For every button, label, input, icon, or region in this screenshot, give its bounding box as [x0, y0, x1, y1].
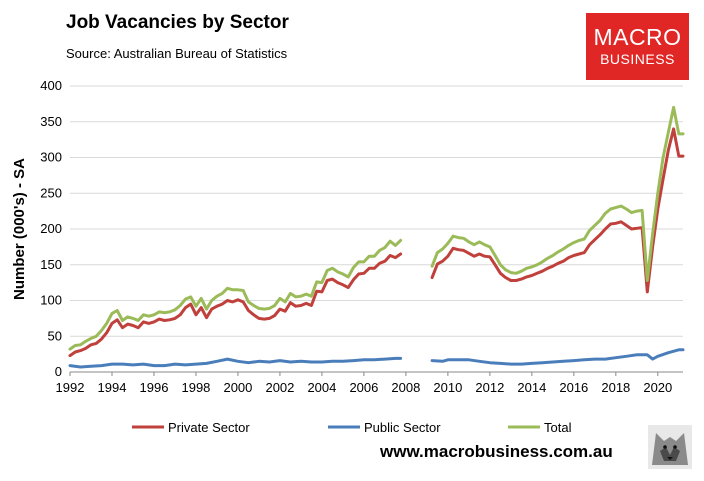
series-line-total [68, 238, 403, 351]
legend-label-private-sector: Private Sector [168, 420, 250, 435]
x-tick-label: 2012 [475, 380, 504, 395]
macrobusiness-logo: MACRO BUSINESS [586, 13, 689, 80]
x-tick-label: 2010 [433, 380, 462, 395]
x-tick-label: 2014 [517, 380, 546, 395]
x-tick-label: 2020 [643, 380, 672, 395]
y-tick-label: 250 [40, 185, 62, 200]
y-tick-label: 0 [55, 364, 62, 379]
x-tick-label: 2008 [391, 380, 420, 395]
x-tick-label: 2016 [559, 380, 588, 395]
y-tick-label: 400 [40, 78, 62, 93]
x-tick-label: 2018 [601, 380, 630, 395]
series-line-public-sector [430, 348, 685, 366]
x-tick-label: 1998 [181, 380, 210, 395]
series-line-private-sector [68, 252, 403, 358]
x-tick-label: 2002 [265, 380, 294, 395]
series-line-public-sector [68, 356, 403, 369]
logo-text-business: BUSINESS [600, 51, 675, 67]
x-tick-label: 1994 [98, 380, 127, 395]
y-tick-label: 200 [40, 221, 62, 236]
series-line-total [430, 105, 685, 282]
x-tick-label: 2006 [349, 380, 378, 395]
logo-text-macro: MACRO [593, 24, 682, 50]
y-tick-label: 150 [40, 257, 62, 272]
legend-label-total: Total [544, 420, 572, 435]
chart-title: Job Vacancies by Sector [66, 12, 289, 33]
x-tick-label: 1992 [56, 380, 85, 395]
y-tick-label: 50 [48, 328, 62, 343]
job-vacancies-chart: 0 50 100 150 200 250 300 350 400 1992 1994 1996 1998… [11, 78, 685, 435]
y-tick-label: 100 [40, 293, 62, 308]
wolf-logo-icon [648, 425, 692, 469]
x-tick-label: 1996 [140, 380, 169, 395]
legend-label-public-sector: Public Sector [364, 420, 441, 435]
chart-source: Source: Australian Bureau of Statistics [66, 46, 288, 61]
website-url: www.macrobusiness.com.au [380, 442, 613, 461]
x-tick-label: 2000 [223, 380, 252, 395]
y-axis-title: Number (000's) - SA [11, 158, 28, 300]
y-tick-label: 350 [40, 114, 62, 129]
y-tick-label: 300 [40, 150, 62, 165]
x-tick-label: 2004 [307, 380, 336, 395]
